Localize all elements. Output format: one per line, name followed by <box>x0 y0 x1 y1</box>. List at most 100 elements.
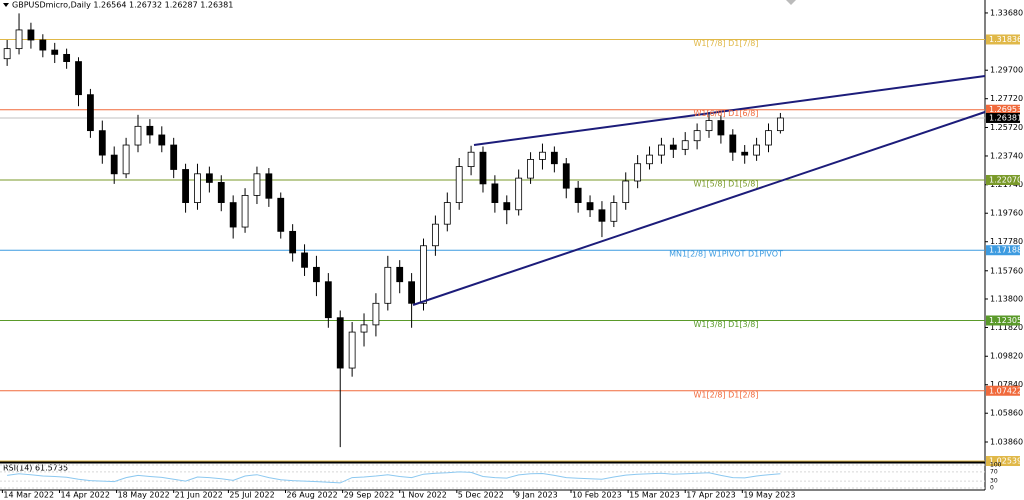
rsi-line <box>7 471 781 484</box>
candle-body <box>693 130 701 142</box>
price-badge-label: 1.31836 <box>989 35 1022 44</box>
rsi-tick-label: 70 <box>990 468 998 475</box>
x-tick-label: 18 May 2022 <box>118 491 170 500</box>
x-tick-label: 26 Aug 2022 <box>287 491 338 500</box>
candle-body <box>217 182 225 203</box>
candle-body <box>658 144 665 156</box>
candle-body <box>491 183 499 203</box>
candle-body <box>27 29 35 41</box>
candle-body <box>765 130 772 146</box>
rsi-tick-label: 30 <box>990 478 998 485</box>
trendlines <box>412 75 986 306</box>
candle-body <box>574 187 582 203</box>
candle-body <box>265 173 273 199</box>
candle-body <box>39 39 47 51</box>
shift-marker <box>786 0 796 5</box>
x-tick-label: 29 Sep 2022 <box>344 491 395 500</box>
y-tick-label: 1.17780 <box>990 237 1023 246</box>
candle-body <box>741 151 749 156</box>
candle-body <box>527 159 534 179</box>
y-tick-label: 1.07840 <box>990 380 1023 389</box>
chart-title: GBPUSDmicro,Daily 1.26564 1.26732 1.2628… <box>12 1 233 10</box>
candle-body <box>503 202 511 211</box>
price-badge <box>986 385 1020 396</box>
candle-body <box>396 266 404 283</box>
x-tick-label: 17 Apr 2023 <box>686 491 735 500</box>
price-badge <box>986 104 1020 115</box>
price-badge-label: 1.22070 <box>989 175 1022 184</box>
candle-body <box>598 209 606 222</box>
y-tick-label: 1.19760 <box>990 209 1023 218</box>
candle-body <box>431 223 439 247</box>
price-badge-label: 1.12305 <box>989 316 1022 325</box>
candle-body <box>98 130 106 156</box>
candle-body <box>277 197 285 232</box>
level-label: W1[3/8] D1[3/8] <box>693 320 758 329</box>
level-label: W1[5/8] D1[5/8] <box>693 179 758 188</box>
candle-body <box>622 180 630 203</box>
y-tick-label: 1.33680 <box>990 8 1023 17</box>
price-badge-label: 1.17188 <box>989 246 1022 255</box>
candle-body <box>467 151 475 168</box>
x-tick-label: 21 Jun 2022 <box>175 491 223 500</box>
x-tick-label: 5 Dec 2022 <box>458 491 504 500</box>
candle-body <box>158 134 166 146</box>
candle-body <box>3 48 11 60</box>
candle-body <box>729 134 737 153</box>
level-label: W1[7/8] D1[7/8] <box>693 39 758 48</box>
candle-body <box>205 173 213 183</box>
candle-body <box>194 173 201 203</box>
y-tick-label: 1.11820 <box>990 323 1023 332</box>
candle-body <box>146 125 154 136</box>
y-tick-label: 1.27720 <box>990 94 1023 103</box>
y-tick-label: 1.03860 <box>990 438 1023 447</box>
menu-arrow <box>3 3 9 7</box>
candle-body <box>372 302 380 326</box>
candle-body <box>646 154 653 165</box>
y-tick-label: 1.23740 <box>990 151 1023 160</box>
rsi-title: RSI(14) 61.5735 <box>3 464 68 473</box>
candle-body <box>539 151 546 160</box>
price-badge <box>986 34 1020 45</box>
price-badge <box>986 315 1020 326</box>
y-tick-label: 1.13800 <box>990 294 1023 303</box>
candle-body <box>753 144 760 156</box>
x-tick-label: 19 May 2023 <box>743 491 795 500</box>
candle-body <box>241 194 249 228</box>
candle-body <box>313 266 320 283</box>
price-badge-label: 1.26953 <box>989 105 1022 114</box>
y-tick-label: 1.25720 <box>990 123 1023 132</box>
last-price-label: 1.26381 <box>989 113 1022 122</box>
candle-body <box>634 163 642 182</box>
x-tick-label: 1 Nov 2022 <box>401 491 447 500</box>
candle-body <box>122 144 130 175</box>
candle-body <box>134 125 142 146</box>
trendline <box>412 111 986 306</box>
price-badge-label: 1.07422 <box>989 386 1022 395</box>
candle-body <box>717 120 725 136</box>
candle-body <box>443 202 451 225</box>
level-label: W1[2/8] D1[2/8] <box>693 390 758 399</box>
candle-body <box>110 154 118 175</box>
candle-body <box>681 140 689 150</box>
candle-body <box>705 120 713 132</box>
level-label: W1[6/8] D1[6/8] <box>693 109 758 118</box>
candle-body <box>51 49 59 55</box>
candle-body <box>301 252 308 268</box>
x-tick-label: 14 Apr 2022 <box>60 491 109 500</box>
candle-body <box>15 29 23 50</box>
candle-body <box>455 166 463 203</box>
level-label: MN1[2/8] W1PIVOT D1PIVOT <box>669 250 783 259</box>
y-tick-label: 1.15760 <box>990 266 1023 275</box>
candle-body <box>562 163 570 189</box>
candle-body <box>360 324 368 333</box>
candle-body <box>324 281 332 319</box>
candle-body <box>170 144 178 170</box>
candle-body <box>63 53 71 62</box>
last-price-badge <box>986 112 1020 123</box>
candle-body <box>669 144 677 150</box>
x-tick-label: 14 Mar 2022 <box>3 491 54 500</box>
price-badge <box>986 456 1020 467</box>
rsi-tick-label: 100 <box>990 462 1002 469</box>
